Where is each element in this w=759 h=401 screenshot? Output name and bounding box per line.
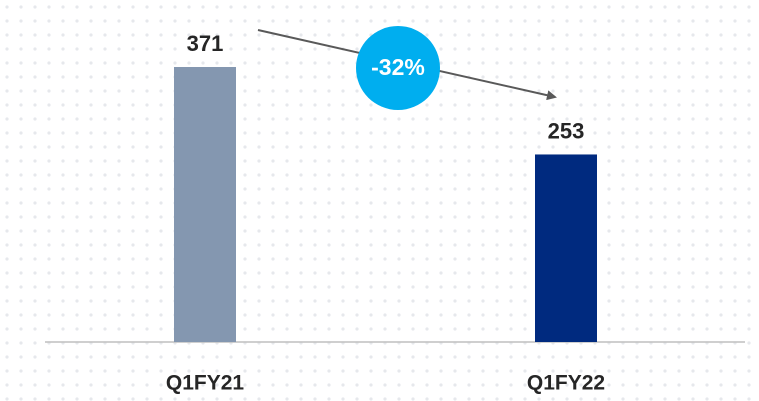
bar: [174, 67, 236, 342]
bar: [535, 154, 597, 342]
x-tick-label: Q1FY22: [527, 372, 605, 395]
annotation-label: -32%: [371, 54, 425, 80]
data-label: 253: [548, 118, 585, 143]
x-tick-label: Q1FY21: [166, 372, 245, 395]
annotation-badge: [356, 26, 440, 110]
data-label: 371: [187, 31, 224, 56]
